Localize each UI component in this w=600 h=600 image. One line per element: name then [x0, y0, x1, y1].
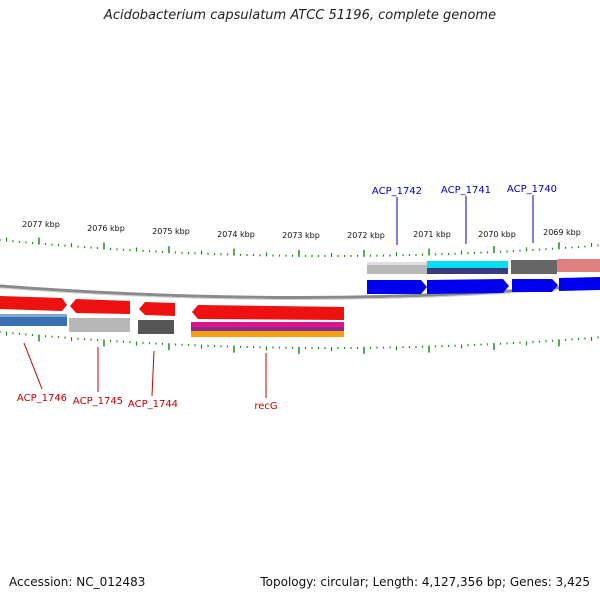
feature-block — [69, 318, 130, 332]
gene-arrow-reverse — [0, 296, 67, 311]
gene-label[interactable]: recG — [254, 401, 277, 412]
scale-ticks-top — [0, 237, 599, 257]
scale-label: 2071 kbp — [413, 230, 451, 239]
scale-label: 2074 kbp — [217, 230, 255, 239]
scale-label: 2072 kbp — [347, 231, 385, 240]
genome-backbone-shadow — [0, 285, 600, 301]
scale-label: 2075 kbp — [152, 227, 190, 236]
forward-gene-arrows — [367, 277, 600, 294]
feature-block — [427, 268, 508, 274]
feature-block — [557, 259, 600, 272]
gene-label[interactable]: ACP_1744 — [128, 399, 178, 410]
bottom-label-leaders — [23, 342, 267, 398]
gene-arrow-forward — [427, 279, 509, 294]
gene-label[interactable]: ACP_1742 — [372, 186, 422, 197]
scale-label: 2076 kbp — [87, 224, 125, 233]
map-title: Acidobacterium capsulatum ATCC 51196, co… — [103, 8, 497, 23]
top-gene-labels: ACP_1742 ACP_1741 ACP_1740 — [372, 184, 557, 197]
reverse-gene-arrows — [0, 296, 344, 320]
gene-label[interactable]: ACP_1741 — [441, 185, 491, 196]
top-gene-track — [367, 259, 600, 274]
leader-line — [151, 350, 155, 397]
leader-line — [23, 342, 43, 390]
bottom-gene-track — [0, 314, 344, 337]
feature-block — [191, 322, 344, 327]
genome-backbone — [0, 282, 600, 300]
gene-label[interactable]: ACP_1746 — [17, 393, 67, 404]
feature-highlight — [367, 262, 427, 265]
feature-block — [427, 261, 508, 268]
accession-text: Accession: NC_012483 — [9, 575, 146, 589]
feature-block — [511, 260, 557, 274]
gene-arrow-forward — [512, 279, 558, 292]
gene-arrow-reverse — [70, 299, 130, 314]
gene-arrow-reverse — [139, 302, 175, 316]
scale-label: 2073 kbp — [282, 231, 320, 240]
top-label-leaders — [396, 195, 534, 245]
scale-labels: 2077 kbp 2076 kbp 2075 kbp 2074 kbp 2073… — [22, 220, 581, 240]
feature-highlight — [0, 314, 67, 317]
gene-arrow-forward — [367, 280, 427, 294]
feature-block — [191, 331, 344, 337]
gene-arrow-forward — [559, 277, 600, 291]
scale-label: 2070 kbp — [478, 230, 516, 239]
feature-block — [191, 327, 344, 331]
gene-arrow-reverse — [192, 305, 344, 320]
bottom-gene-labels: ACP_1746 ACP_1745 ACP_1744 recG — [17, 393, 278, 412]
scale-ticks-bottom — [0, 331, 599, 354]
genome-summary: Topology: circular; Length: 4,127,356 bp… — [260, 575, 590, 589]
scale-label: 2077 kbp — [22, 220, 60, 229]
feature-block — [138, 320, 174, 334]
gene-label[interactable]: ACP_1740 — [507, 184, 557, 195]
scale-label: 2069 kbp — [543, 228, 581, 237]
gene-label[interactable]: ACP_1745 — [73, 396, 123, 407]
